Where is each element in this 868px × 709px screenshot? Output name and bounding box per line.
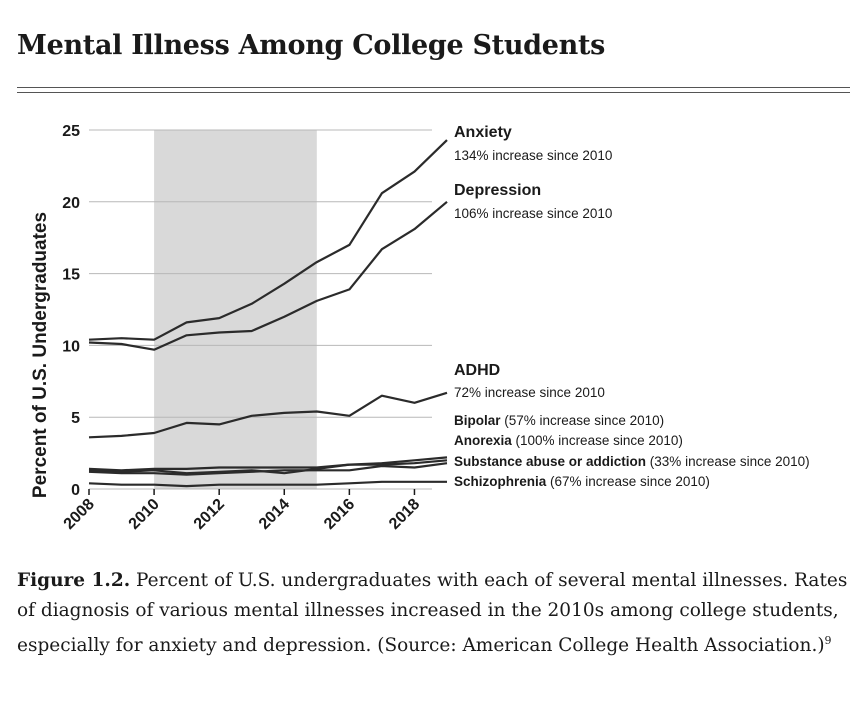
series-label: Bipolar (57% increase since 2010) [454,413,664,428]
x-tick-label: 2012 [191,496,228,533]
x-tick-label: 2010 [126,496,163,533]
series-label: Anxiety [454,124,512,141]
series-line-adhd [88,391,448,439]
y-tick-label: 10 [62,338,80,355]
title-rule-top [17,87,850,88]
series-annotation: 134% increase since 2010 [454,148,612,163]
line-chart: Anxiety 134% increase since 2010 Depressio… [30,123,810,533]
series-line-anxiety [88,139,448,341]
y-tick-label: 20 [62,195,80,212]
series-line-substance-abuse-or-addiction [88,462,448,476]
y-tick-label: 0 [71,482,80,499]
series-line-schizophrenia [88,480,447,488]
page-title: Mental Illness Among College Students [17,30,606,61]
caption-footnote: 9 [824,634,832,647]
y-tick-label: 5 [71,410,80,427]
caption-text: Percent of U.S. undergraduates with each… [17,570,848,657]
series-label: Substance abuse or addiction (33% increa… [454,454,810,469]
y-tick-label: 25 [62,123,80,140]
x-tick-label: 2008 [61,496,98,533]
x-tick-label: 2014 [256,496,293,533]
x-tick-label: 2018 [386,496,423,533]
x-tick-label: 2016 [321,496,358,533]
series-line-depression [88,200,448,351]
y-axis-label: Percent of U.S. Undergraduates [30,212,51,498]
series-line-bipolar [88,456,448,472]
series-annotation: 106% increase since 2010 [454,206,612,221]
caption-label: Figure 1.2. [17,570,131,591]
series-label: ADHD [454,362,500,379]
title-rule-bottom [17,92,850,93]
series-label: Schizophrenia (67% increase since 2010) [454,474,710,489]
y-tick-label: 15 [62,267,80,284]
figure-caption: Figure 1.2. Percent of U.S. undergraduat… [17,566,853,661]
series-label: Depression [454,182,541,199]
series-annotation: 72% increase since 2010 [454,385,605,400]
series-label: Anorexia (100% increase since 2010) [454,433,683,448]
shaded-region [154,130,317,489]
